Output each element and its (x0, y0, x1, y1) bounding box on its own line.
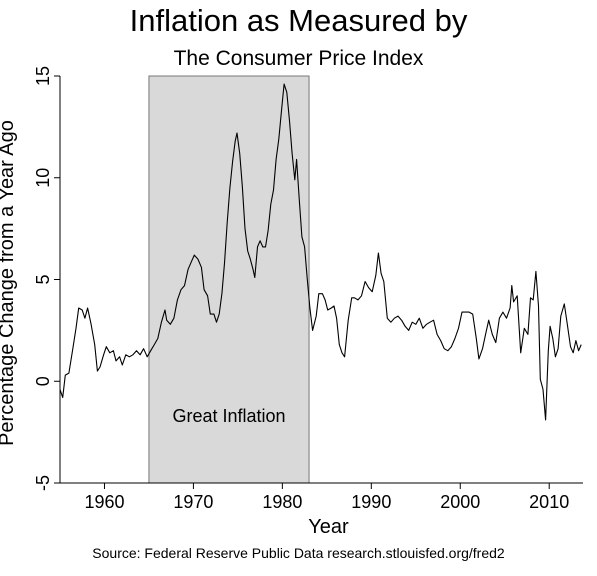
axis-layer: -5 0 5 10 15 1960 1970 1980 1990 2000 2010 (33, 66, 583, 512)
cpi-series-line (59, 83, 582, 421)
x-tick-label: 2000 (440, 492, 480, 512)
x-tick-label: 1970 (173, 492, 213, 512)
y-tick-label: 0 (33, 376, 53, 386)
chart-subtitle: The Consumer Price Index (173, 47, 424, 70)
shaded-region-great-inflation (148, 75, 310, 484)
y-tick-label: 15 (33, 66, 53, 86)
x-tick-label: 2010 (529, 492, 569, 512)
x-tick-label: 1980 (262, 492, 302, 512)
y-tick-label: 10 (33, 168, 53, 188)
x-tick-label: 1960 (84, 492, 124, 512)
chart-title: Inflation as Measured by (129, 3, 468, 38)
x-axis-label: Year (308, 516, 349, 538)
line-layer (59, 83, 582, 421)
source-note: Source: Federal Reserve Public Data rese… (92, 545, 505, 561)
shaded-region-label: Great Inflation (172, 406, 285, 426)
y-tick-label: 5 (33, 274, 53, 284)
y-tick-label: -5 (33, 475, 53, 491)
x-tick-label: 1990 (351, 492, 391, 512)
shade-layer: Great Inflation (148, 75, 310, 484)
